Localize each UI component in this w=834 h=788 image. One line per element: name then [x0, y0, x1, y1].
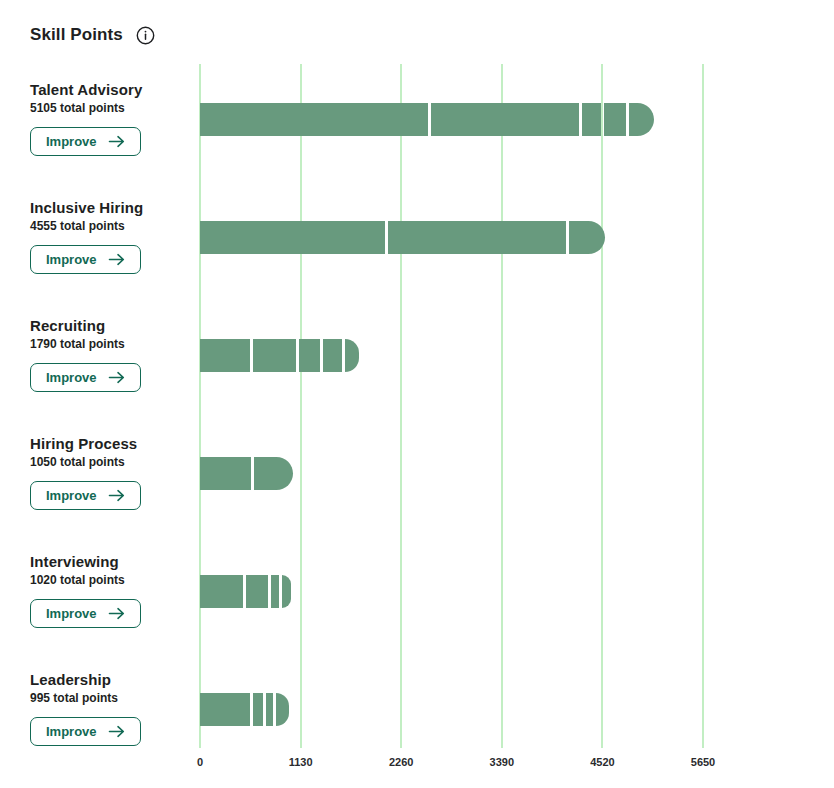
- bar-segment: [200, 103, 428, 136]
- gridline: [601, 64, 603, 748]
- skill-row-label: Recruiting1790 total points Improve: [30, 316, 198, 392]
- skill-title: Hiring Process: [30, 434, 198, 453]
- bar-segment: [431, 103, 579, 136]
- skill-points-panel: Skill Points 011302260339045205650Talent…: [0, 0, 834, 788]
- arrow-right-icon: [108, 135, 125, 148]
- bar-segment: [200, 457, 251, 490]
- arrow-right-icon: [108, 253, 125, 266]
- bar-segment: [629, 103, 655, 136]
- skill-row-label: Leadership995 total points Improve: [30, 670, 198, 746]
- axis-tick-label: 3390: [490, 756, 514, 768]
- gridline: [300, 64, 302, 748]
- skill-title: Inclusive Hiring: [30, 198, 198, 217]
- bar-segment: [345, 339, 359, 372]
- skill-points-bar: [200, 221, 605, 254]
- bar-segment: [253, 693, 262, 726]
- skill-title: Talent Advisory: [30, 80, 198, 99]
- skill-title: Leadership: [30, 670, 198, 689]
- gridline: [501, 64, 503, 748]
- improve-button[interactable]: Improve: [30, 599, 141, 628]
- bar-segment: [569, 221, 606, 254]
- gridline: [400, 64, 402, 748]
- improve-button[interactable]: Improve: [30, 363, 141, 392]
- skill-total-points: 1790 total points: [30, 336, 198, 352]
- arrow-right-icon: [108, 489, 125, 502]
- skill-total-points: 995 total points: [30, 690, 198, 706]
- bar-segment: [582, 103, 601, 136]
- bar-segment: [254, 457, 293, 490]
- skill-total-points: 4555 total points: [30, 218, 198, 234]
- axis-tick-label: 2260: [389, 756, 413, 768]
- arrow-right-icon: [108, 371, 125, 384]
- skill-points-bar: [200, 103, 654, 136]
- improve-button-label: Improve: [46, 724, 97, 739]
- axis-tick-label: 0: [197, 756, 203, 768]
- axis-tick-label: 1130: [289, 756, 313, 768]
- improve-button[interactable]: Improve: [30, 245, 141, 274]
- skill-points-bar: [200, 339, 359, 372]
- gridline: [199, 64, 201, 748]
- bar-segment: [276, 693, 288, 726]
- skill-row-label: Hiring Process1050 total points Improve: [30, 434, 198, 510]
- skill-row-label: Inclusive Hiring4555 total points Improve: [30, 198, 198, 274]
- gridline: [702, 64, 704, 748]
- bar-segment: [246, 575, 268, 608]
- improve-button-label: Improve: [46, 606, 97, 621]
- improve-button-label: Improve: [46, 370, 97, 385]
- bar-segment: [271, 575, 279, 608]
- bar-segment: [200, 693, 250, 726]
- bar-segment: [388, 221, 565, 254]
- skill-points-bar: [200, 457, 293, 490]
- skill-points-chart: 0 1130 2260 3390 4520 5650 Talent Advisory5105…: [0, 0, 834, 788]
- bar-segment: [200, 221, 385, 254]
- bar-segment: [200, 575, 243, 608]
- improve-button[interactable]: Improve: [30, 717, 141, 746]
- bar-segment: [266, 693, 273, 726]
- bar-segment: [200, 339, 250, 372]
- axis-tick-label: 5650: [691, 756, 715, 768]
- improve-button-label: Improve: [46, 488, 97, 503]
- improve-button[interactable]: Improve: [30, 481, 141, 510]
- bar-segment: [299, 339, 320, 372]
- bar-segment: [253, 339, 295, 372]
- improve-button-label: Improve: [46, 252, 97, 267]
- skill-title: Interviewing: [30, 552, 198, 571]
- skill-row-label: Interviewing1020 total points Improve: [30, 552, 198, 628]
- axis-tick-label: 4520: [590, 756, 614, 768]
- skill-row-label: Talent Advisory5105 total points Improve: [30, 80, 198, 156]
- skill-total-points: 1050 total points: [30, 454, 198, 470]
- bar-segment: [604, 103, 625, 136]
- skill-points-bar: [200, 693, 289, 726]
- arrow-right-icon: [108, 607, 125, 620]
- bar-segment: [323, 339, 342, 372]
- skill-total-points: 1020 total points: [30, 572, 198, 588]
- skill-title: Recruiting: [30, 316, 198, 335]
- improve-button[interactable]: Improve: [30, 127, 141, 156]
- skill-total-points: 5105 total points: [30, 100, 198, 116]
- bar-segment: [282, 575, 290, 608]
- skill-points-bar: [200, 575, 291, 608]
- arrow-right-icon: [108, 725, 125, 738]
- improve-button-label: Improve: [46, 134, 97, 149]
